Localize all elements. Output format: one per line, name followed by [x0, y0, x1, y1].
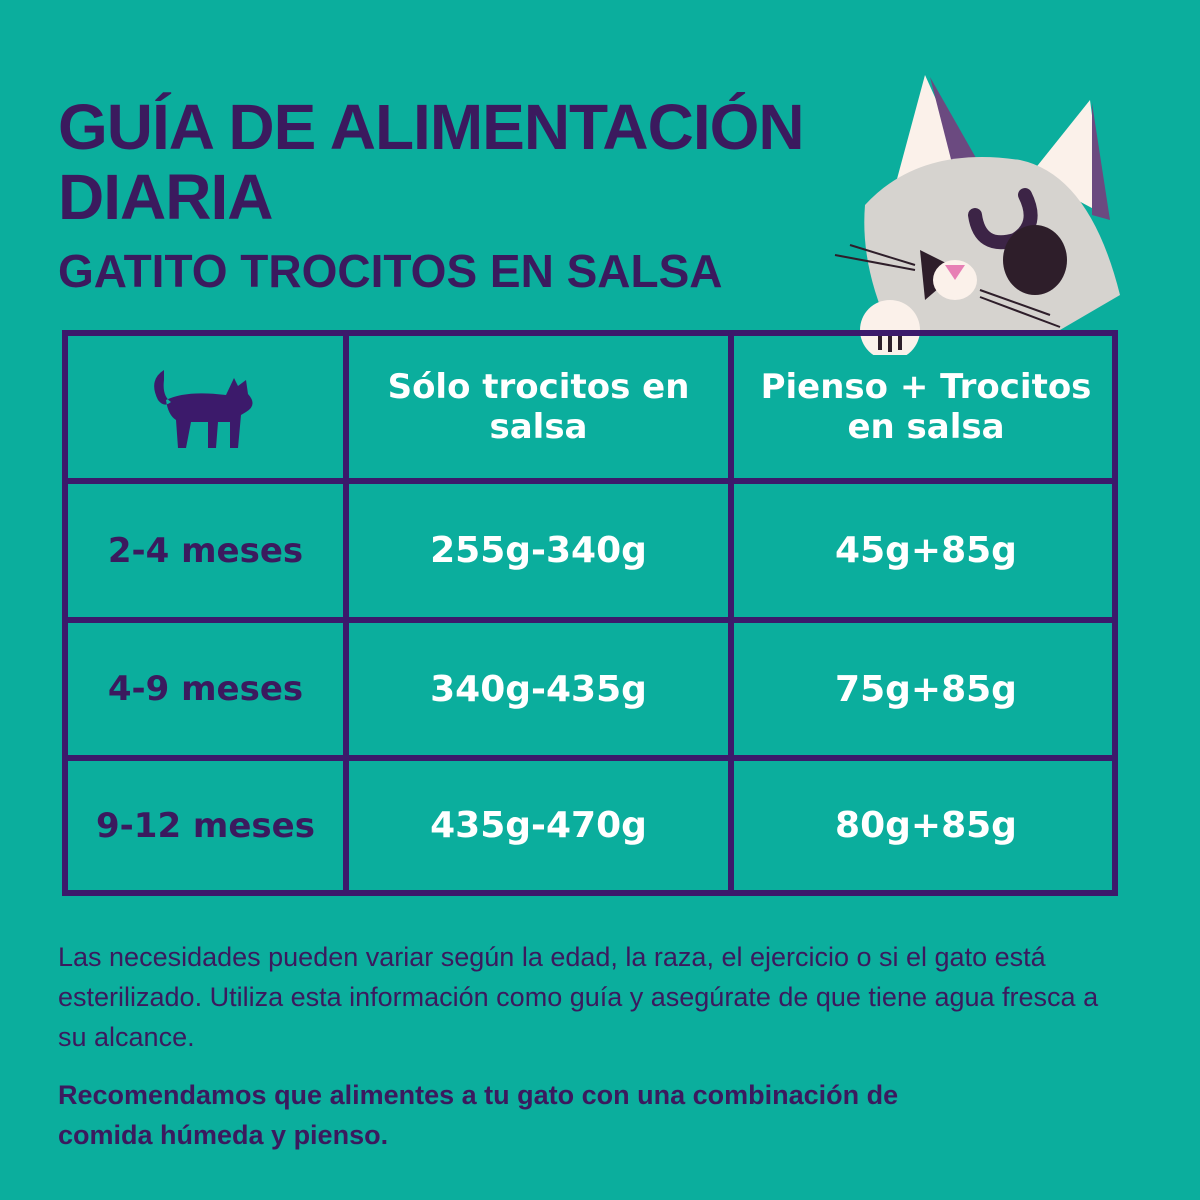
mix-cell: 45g+85g — [835, 530, 1017, 571]
mix-cell: 75g+85g — [835, 668, 1017, 710]
mix-cell: 80g+85g — [835, 805, 1017, 846]
age-cell: 9-12 meses — [96, 805, 315, 846]
page-subtitle: GATITO TROCITOS EN SALSA — [58, 245, 723, 297]
column-header-mix: Pienso + Trocitos en salsa — [760, 367, 1092, 447]
page-title: GUÍA DE ALIMENTACIÓN DIARIA — [58, 91, 805, 233]
divider — [343, 336, 349, 890]
cat-illustration-icon — [834, 75, 1120, 355]
solo-cell: 340g-435g — [430, 668, 647, 710]
divider — [68, 478, 1112, 484]
feeding-table: Sólo trocitos en salsa Pienso + Trocitos… — [62, 330, 1118, 896]
title-line-2: DIARIA — [58, 161, 273, 233]
recommendation-paragraph: Recomendamos que alimentes a tu gato con… — [58, 1080, 899, 1150]
divider — [68, 617, 1112, 623]
age-cell: 4-9 meses — [107, 669, 304, 709]
divider — [728, 336, 734, 890]
solo-cell: 435g-470g — [430, 805, 647, 846]
divider — [68, 755, 1112, 761]
solo-cell: 255g-340g — [430, 530, 647, 571]
cat-silhouette-icon — [68, 336, 343, 478]
age-cell: 2-4 meses — [107, 530, 304, 571]
column-header-solo: Sólo trocitos en salsa — [387, 367, 690, 447]
note-paragraph: Las necesidades pueden variar según la e… — [58, 942, 1099, 1052]
title-line-1: GUÍA DE ALIMENTACIÓN — [58, 91, 805, 163]
